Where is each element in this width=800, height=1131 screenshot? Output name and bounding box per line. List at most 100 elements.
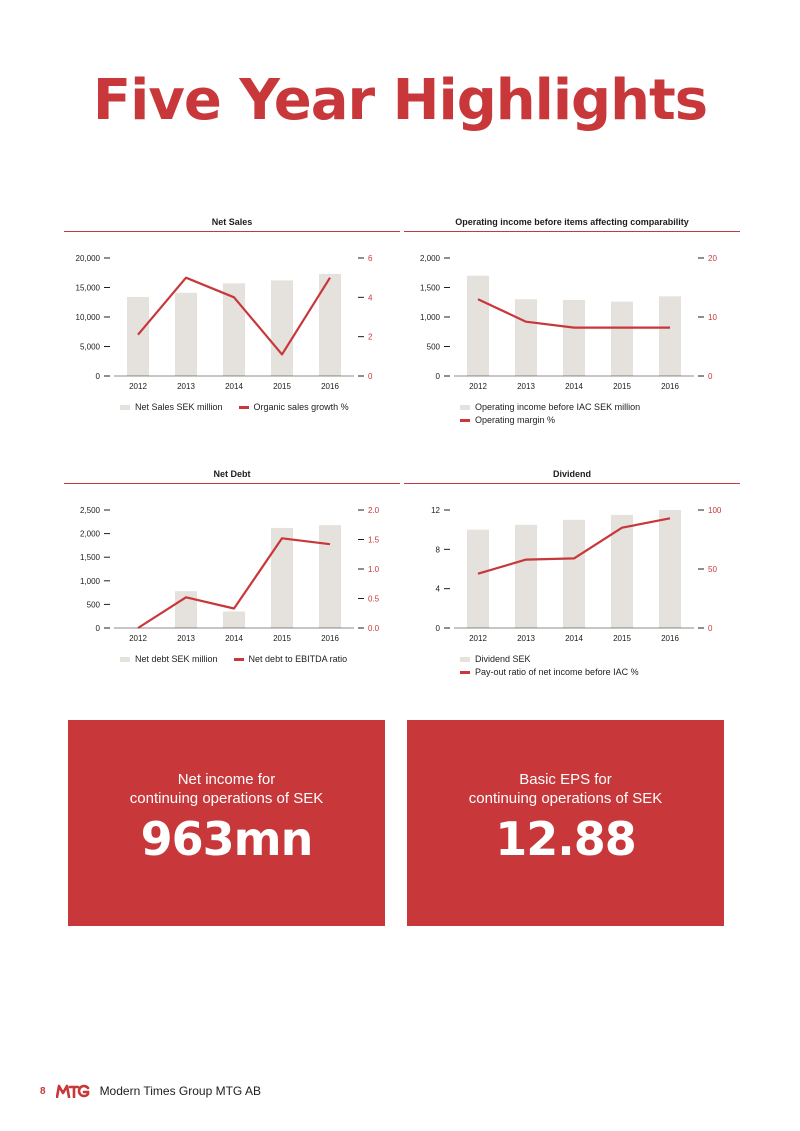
page-number: 8	[40, 1085, 46, 1097]
legend-item: Dividend SEK	[460, 654, 531, 664]
mtg-logo-mark	[55, 1084, 89, 1098]
page-footer: 8 Modern Times Group MTG AB	[40, 1084, 261, 1098]
legend-label: Net debt to EBITDA ratio	[248, 654, 348, 664]
x-axis-tick-label: 2016	[321, 382, 339, 391]
left-axis-tick-label: 2,000	[80, 530, 101, 539]
legend-label: Dividend SEK	[475, 654, 531, 664]
highlight-label-line: Basic EPS for	[519, 771, 612, 788]
chart-divider	[64, 483, 400, 484]
chart-legend: Net debt SEK million Net debt to EBITDA r…	[64, 654, 400, 664]
left-axis-tick-label: 8	[436, 545, 441, 554]
legend-label: Operating margin %	[475, 415, 556, 425]
bar	[610, 514, 634, 628]
x-axis-tick-label: 2015	[273, 382, 291, 391]
legend-swatch-line	[233, 657, 244, 661]
left-axis-tick-label: 500	[87, 600, 101, 609]
highlight-label-line: continuing operations of SEK	[468, 790, 663, 807]
bar	[658, 296, 682, 376]
chart-divider	[404, 231, 740, 232]
highlight-label: Net income for continuing operations of …	[68, 770, 385, 808]
chart-plot: 0 500 1,000 1,500 2,000 2,500 0.0 0.5 1.0 1.5 2.0 2…	[80, 506, 380, 643]
bar	[270, 527, 294, 628]
right-axis-tick-label: 0.0	[368, 624, 380, 633]
left-axis-tick-label: 5,000	[80, 343, 101, 352]
chart-plot: 0 5,000 10,000 15,000 20,000 0 2 4 6 2012 2013 2014…	[76, 254, 373, 391]
right-axis-tick-label: 50	[708, 565, 717, 574]
legend-item: Operating income before IAC SEK million	[460, 402, 640, 412]
x-axis-tick-label: 2014	[225, 634, 243, 643]
chart-legend: Dividend SEK Pay-out ratio of net income …	[404, 654, 740, 677]
bar	[126, 296, 150, 376]
legend-label: Operating income before IAC SEK million	[475, 402, 641, 412]
left-axis-tick-label: 1,000	[80, 577, 101, 586]
right-axis-tick-label: 6	[368, 254, 373, 263]
x-axis-tick-label: 2012	[129, 634, 147, 643]
net-debt-chart: Net Debt 0 500 1,000 1,500 2,000 2,500 0.0 0.5 1…	[64, 467, 400, 667]
left-axis-tick-label: 4	[436, 585, 441, 594]
x-axis-tick-label: 2014	[565, 634, 583, 643]
left-axis-tick-label: 2,500	[80, 506, 101, 515]
legend-swatch-bar	[120, 404, 130, 410]
right-axis-tick-label: 20	[708, 254, 717, 263]
x-axis-tick-label: 2015	[613, 382, 631, 391]
right-axis-tick-label: 2	[368, 333, 373, 342]
x-axis-tick-label: 2014	[565, 382, 583, 391]
highlight-label-line: continuing operations of SEK	[129, 790, 324, 807]
x-axis-tick-label: 2012	[469, 634, 487, 643]
left-axis-tick-label: 0	[436, 624, 441, 633]
legend-swatch-line	[460, 670, 470, 674]
chart-title: Dividend	[552, 469, 591, 479]
left-axis-tick-label: 2,000	[420, 254, 441, 263]
legend-row: Operating income before IAC SEK million	[460, 402, 740, 412]
left-axis-tick-label: 0	[436, 372, 441, 381]
legend-label: Net Sales SEK million	[135, 402, 223, 412]
right-axis-tick-label: 10	[708, 313, 717, 322]
chart-plot: 0 4 8 12 0 50 100 2012 2013 2014 2015 2016	[431, 506, 722, 643]
left-axis-tick-label: 500	[427, 343, 441, 352]
chart-title: Net Debt	[213, 469, 251, 479]
left-axis-tick-label: 1,500	[420, 284, 441, 293]
x-axis-tick-label: 2016	[321, 634, 339, 643]
legend-swatch-line	[238, 405, 249, 409]
highlight-value: 963mn	[140, 812, 314, 866]
left-axis-tick-label: 0	[96, 624, 101, 633]
left-axis-tick-label: 15,000	[76, 284, 101, 293]
right-axis-tick-label: 2.0	[368, 506, 380, 515]
x-axis-tick-label: 2013	[177, 382, 195, 391]
chart-legend: Operating income before IAC SEK million O…	[404, 402, 740, 425]
bar	[318, 273, 342, 376]
net-sales-chart: Net Sales 0 5,000 10,000 15,000 20,000 0 2 4 6 20…	[64, 215, 400, 415]
highlight-label: Basic EPS for continuing operations of S…	[407, 770, 724, 808]
left-axis-tick-label: 0	[96, 372, 101, 381]
legend-row: Operating margin %	[460, 415, 740, 425]
left-axis-tick-label: 12	[431, 506, 440, 515]
basic-eps-highlight: Basic EPS for continuing operations of S…	[407, 720, 724, 926]
chart-legend: Net Sales SEK million Organic sales growt…	[64, 402, 400, 412]
right-axis-tick-label: 0	[368, 372, 373, 381]
dividend-chart: Dividend 0 4 8 12 0 50 100 2012 2013 2014 2015 2016…	[404, 467, 740, 680]
legend-row: Dividend SEK	[460, 654, 740, 664]
legend-swatch-line	[460, 418, 470, 422]
x-axis-tick-label: 2013	[177, 634, 195, 643]
bar	[658, 510, 682, 628]
highlight-label-line: Net income for	[177, 771, 276, 788]
legend-item: Net debt to EBITDA ratio	[233, 654, 348, 664]
left-axis-tick-label: 10,000	[76, 313, 101, 322]
right-axis-tick-label: 1.0	[368, 565, 380, 574]
left-axis-tick-label: 20,000	[76, 254, 101, 263]
legend-swatch-bar	[460, 656, 470, 662]
x-axis-tick-label: 2016	[661, 382, 679, 391]
bar	[270, 280, 294, 376]
right-axis-tick-label: 0	[708, 624, 713, 633]
page-title: Five Year Highlights	[92, 68, 708, 133]
x-axis-tick-label: 2013	[517, 634, 535, 643]
legend-item: Operating margin %	[460, 415, 555, 425]
operating-income-chart: Operating income before items affecting …	[404, 215, 740, 428]
company-name: Modern Times Group MTG AB	[99, 1084, 261, 1098]
left-axis-tick-label: 1,500	[80, 553, 101, 562]
right-axis-tick-label: 0.5	[368, 595, 380, 604]
bar	[610, 301, 634, 376]
right-axis-tick-label: 0	[708, 372, 713, 381]
left-axis-tick-label: 1,000	[420, 313, 441, 322]
legend-item: Net Sales SEK million	[120, 402, 223, 412]
